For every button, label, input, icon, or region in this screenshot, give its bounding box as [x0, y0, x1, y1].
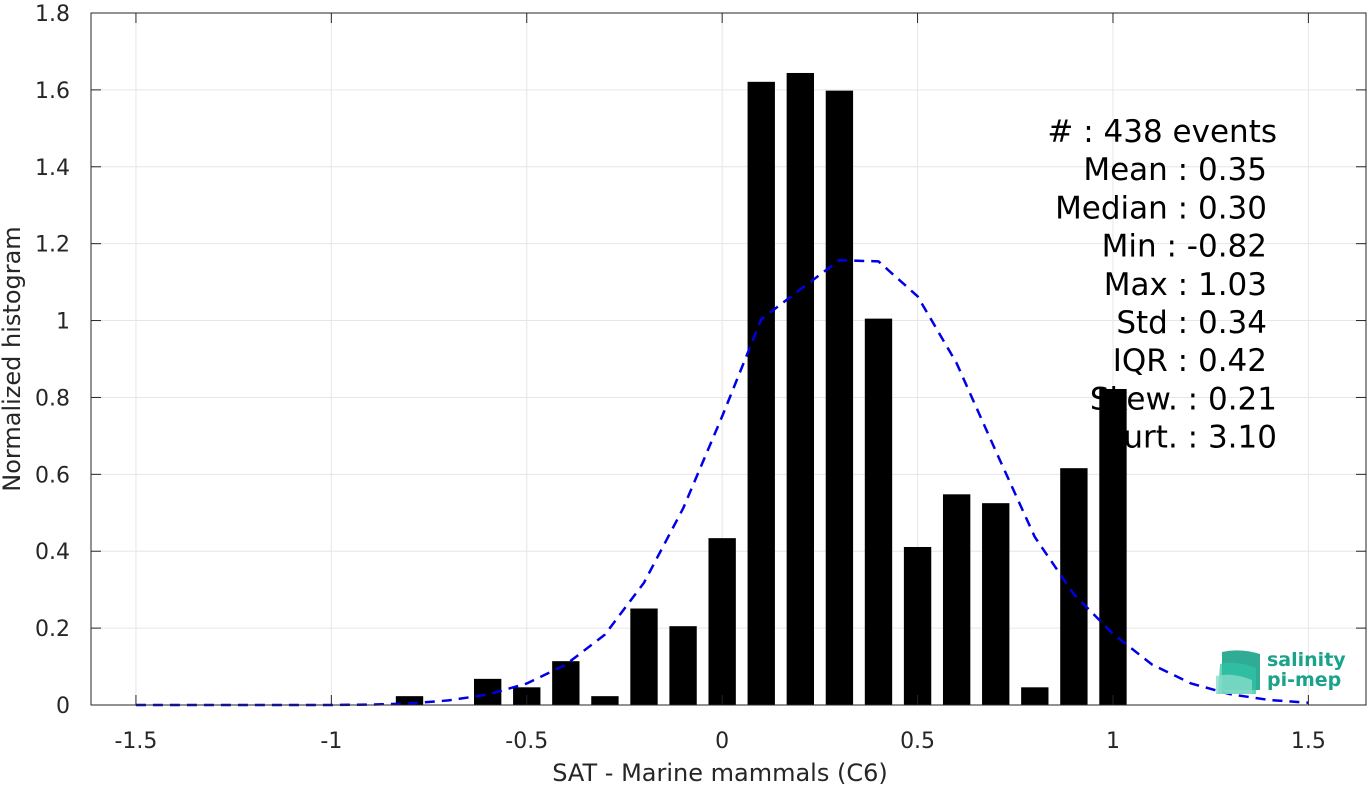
histogram-bar: [630, 608, 658, 705]
y-tick-label: 0.6: [35, 463, 70, 488]
y-tick-label: 1: [56, 310, 70, 335]
y-tick-label: 1.6: [35, 79, 70, 104]
y-tick-label: 0.4: [35, 540, 70, 565]
y-tick-label: 0.8: [35, 386, 70, 411]
histogram-bar: [942, 494, 971, 705]
x-tick-label: -1.5: [114, 729, 157, 754]
stat-line: Kurt. : 3.10: [1105, 420, 1277, 456]
x-axis-ticks: -1.5 -1 -0.5 0 0.5 1 1.5: [114, 13, 1326, 754]
x-tick-label: -0.5: [505, 729, 548, 754]
x-axis-label: SAT - Marine mammals (C6): [552, 759, 887, 785]
x-tick-label: -1: [320, 729, 342, 754]
logo-line1: salinity: [1267, 649, 1346, 671]
histogram-bar: [552, 661, 580, 705]
axes-box: [90, 12, 1367, 706]
y-axis-ticks: 0 0.2 0.4 0.6 0.8 1 1.2 1.4 1.6 1.8: [35, 2, 1366, 719]
y-tick-label: 1.2: [35, 233, 70, 258]
stat-line: Min : -0.82: [1102, 229, 1267, 265]
histogram-bar: [786, 72, 815, 706]
x-tick-label: 1: [1106, 729, 1120, 754]
histogram-bar: [669, 626, 697, 705]
stat-line: Mean : 0.35: [1083, 152, 1267, 188]
stat-line: IQR : 0.42: [1113, 343, 1267, 379]
histogram-bar: [395, 696, 424, 705]
histogram-bar: [708, 538, 736, 705]
histogram-bar: [591, 696, 619, 705]
stat-line: Median : 0.30: [1055, 190, 1267, 226]
stat-line: Max : 1.03: [1104, 267, 1267, 303]
histogram-bar: [1099, 388, 1127, 705]
axes-frame: [90, 12, 1367, 706]
x-tick-label: 0: [715, 729, 729, 754]
x-tick-label: 0.5: [900, 729, 935, 754]
histogram-bar: [1060, 468, 1088, 705]
y-tick-label: 1.8: [35, 2, 70, 27]
histogram-bar: [825, 90, 854, 705]
histogram-bar: [747, 81, 775, 705]
salinity-pimep-logo: salinity pi-mep: [1216, 649, 1346, 694]
histogram-bar: [864, 318, 893, 705]
y-tick-label: 1.4: [35, 156, 70, 181]
histogram-bar: [903, 546, 932, 705]
stat-line: # : 438 events: [1047, 114, 1277, 150]
histogram-bar: [982, 503, 1010, 705]
y-tick-label: 0: [56, 694, 70, 719]
stat-line: Skew. : 0.21: [1090, 381, 1277, 417]
stat-line: Std : 0.34: [1116, 305, 1267, 341]
y-tick-label: 0.2: [35, 617, 70, 642]
wave-icon: [1216, 650, 1260, 694]
y-axis-label: Normalized histogram: [0, 226, 26, 491]
logo-line2: pi-mep: [1267, 669, 1341, 691]
histogram-bars: [395, 72, 1127, 706]
x-tick-label: 1.5: [1291, 729, 1326, 754]
histogram-bar: [1021, 687, 1049, 705]
